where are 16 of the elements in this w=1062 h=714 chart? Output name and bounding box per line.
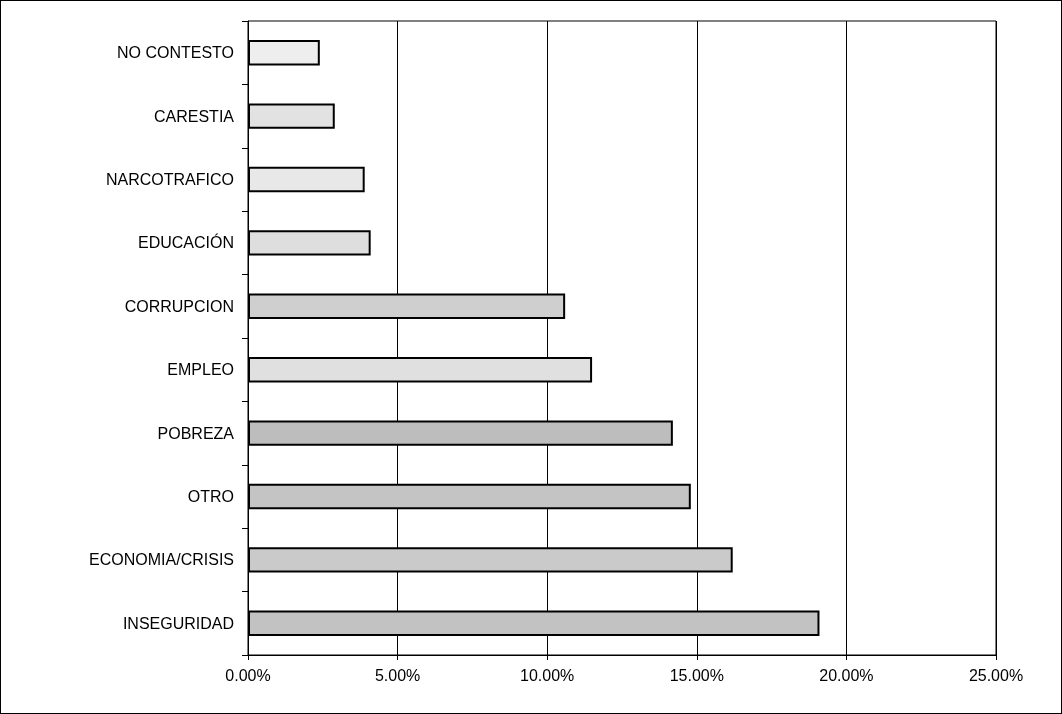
x-tick-label: 25.00% bbox=[968, 666, 1024, 684]
x-tick-label: 5.00% bbox=[374, 666, 421, 684]
y-tick-label: EDUCACIÓN bbox=[137, 233, 234, 252]
x-tick-label: 20.00% bbox=[819, 666, 874, 684]
y-tick-label: OTRO bbox=[187, 488, 234, 505]
y-tick-label: CARESTIA bbox=[153, 107, 235, 125]
y-tick-label: NARCOTRAFICO bbox=[106, 171, 234, 188]
x-tick-label: 10.00% bbox=[520, 666, 575, 684]
x-tick-label: 15.00% bbox=[669, 666, 724, 684]
y-tick-label: CORRUPCION bbox=[124, 297, 234, 315]
y-tick-label: ECONOMIA/CRISIS bbox=[89, 551, 234, 569]
y-tick-label: POBREZA bbox=[157, 424, 235, 442]
y-tick-label: EMPLEO bbox=[167, 361, 234, 379]
y-tick-label: NO CONTESTO bbox=[116, 44, 234, 62]
x-tick-label: 0.00% bbox=[225, 666, 271, 684]
y-tick-label: INSEGURIDAD bbox=[122, 614, 234, 632]
